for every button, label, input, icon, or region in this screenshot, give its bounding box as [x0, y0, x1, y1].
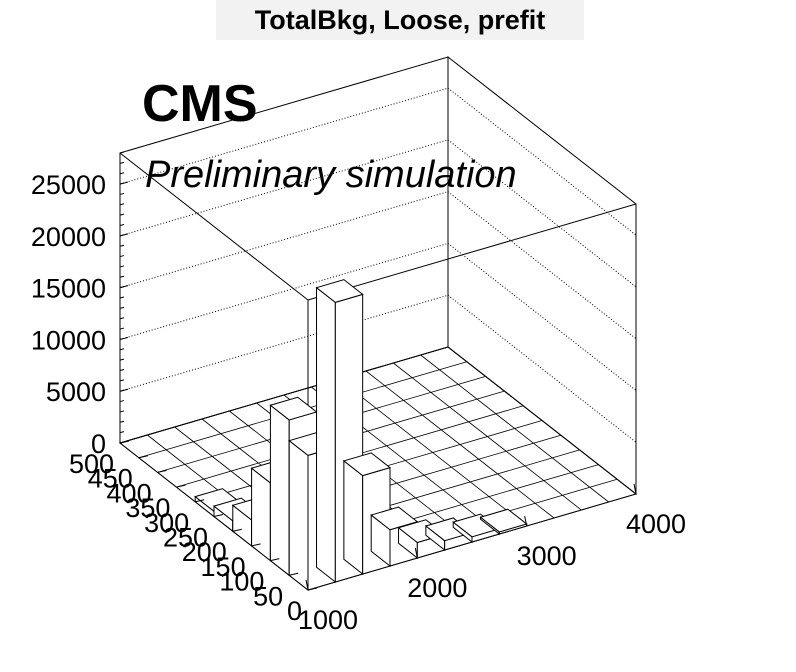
z-minor-tick [119, 420, 125, 423]
z-minor-tick [119, 358, 125, 361]
y-major-tick [138, 455, 148, 459]
cms-sublabel: Preliminary simulation [145, 154, 517, 196]
y-tick-label: 450 [88, 464, 133, 494]
cms-label: CMS [142, 75, 258, 133]
bar-top-face [452, 513, 501, 538]
y-tick-label: 100 [219, 567, 264, 597]
bar-top-face [479, 508, 528, 533]
bar-top-face [342, 452, 392, 477]
x-tick-label: 2000 [407, 573, 467, 603]
y-major-tick [119, 440, 130, 444]
z-minor-tick [119, 348, 125, 351]
y-tick-label: 300 [144, 508, 189, 538]
z-minor-tick [119, 286, 125, 289]
z-gridline [447, 294, 637, 443]
z-minor-tick [119, 203, 125, 206]
z-minor-tick [119, 337, 125, 340]
x-tick-label: 3000 [517, 541, 577, 571]
y-tick-label: 350 [125, 493, 170, 523]
z-gridline [119, 242, 449, 340]
z-minor-tick [119, 431, 125, 434]
top-edge-left [119, 152, 309, 301]
z-gridline [447, 87, 637, 236]
y-tick-label: 50 [253, 581, 283, 611]
z-tick-label: 0 [91, 429, 106, 459]
y-major-tick [270, 558, 280, 562]
top-edge-front [307, 203, 637, 301]
y-tick-label: 400 [107, 478, 152, 508]
z-minor-tick [119, 255, 125, 258]
bar-top-face [315, 279, 364, 303]
y-tick-label: 250 [163, 523, 208, 553]
z-minor-tick [119, 400, 125, 403]
z-minor-tick [119, 192, 125, 195]
z-tick-label: 25000 [31, 170, 106, 200]
z-minor-tick [119, 275, 125, 278]
z-minor-tick [119, 327, 125, 330]
floor-gridline-y [119, 346, 449, 444]
x-major-tick [414, 547, 418, 559]
bar-side-face [251, 467, 271, 562]
z-gridline [447, 243, 637, 391]
y-tick-label: 200 [182, 537, 227, 567]
z-minor-tick [119, 213, 125, 216]
z-minor-tick [119, 161, 125, 164]
y-major-tick [232, 528, 242, 532]
z-minor-tick [119, 317, 125, 320]
x-major-tick [524, 515, 528, 527]
y-tick-label: 500 [69, 449, 114, 479]
z-gridline [447, 191, 637, 340]
lego-bar [315, 279, 364, 584]
z-minor-tick [119, 369, 125, 371]
y-major-tick [307, 587, 318, 591]
z-tick-label: 5000 [46, 377, 106, 407]
bar-side-face [288, 439, 309, 592]
bar-side-face [269, 404, 290, 577]
back-wall-yz [447, 55, 637, 496]
z-minor-tick [119, 151, 125, 154]
y-major-tick [289, 572, 299, 576]
z-gridline [119, 294, 449, 392]
z-minor-tick [119, 182, 125, 185]
z-tick-label: 20000 [31, 222, 106, 252]
x-major-tick [305, 579, 309, 591]
y-major-tick [157, 469, 167, 473]
z-minor-tick [119, 244, 125, 247]
z-tick-label: 10000 [31, 325, 106, 355]
bar-top-face [269, 396, 318, 421]
z-gridline [447, 139, 637, 288]
lego-bar [452, 513, 501, 544]
z-minor-tick [119, 410, 125, 413]
z-minor-tick [119, 234, 125, 237]
z-minor-tick [119, 265, 125, 268]
y-major-tick [176, 484, 186, 488]
z-minor-tick [119, 172, 125, 175]
title-background [216, 0, 584, 40]
chart-title: TotalBkg, Loose, prefit [254, 5, 546, 35]
x-tick-label: 1000 [298, 605, 358, 635]
z-minor-tick [119, 296, 125, 299]
z-minor-tick [119, 379, 125, 382]
y-tick-label: 0 [287, 596, 302, 626]
z-minor-tick [119, 306, 125, 309]
y-major-tick [195, 499, 205, 503]
x-tick-label: 4000 [626, 509, 686, 539]
y-tick-label: 150 [201, 552, 246, 582]
y-major-tick [213, 514, 224, 517]
y-major-tick [251, 543, 261, 547]
z-minor-tick [119, 224, 125, 226]
z-tick-label: 15000 [31, 274, 106, 304]
lego-bar [479, 508, 528, 536]
bar-side-face [343, 459, 364, 576]
bar-side-face [316, 286, 336, 584]
z-minor-tick [119, 389, 125, 392]
x-major-tick [633, 483, 637, 495]
